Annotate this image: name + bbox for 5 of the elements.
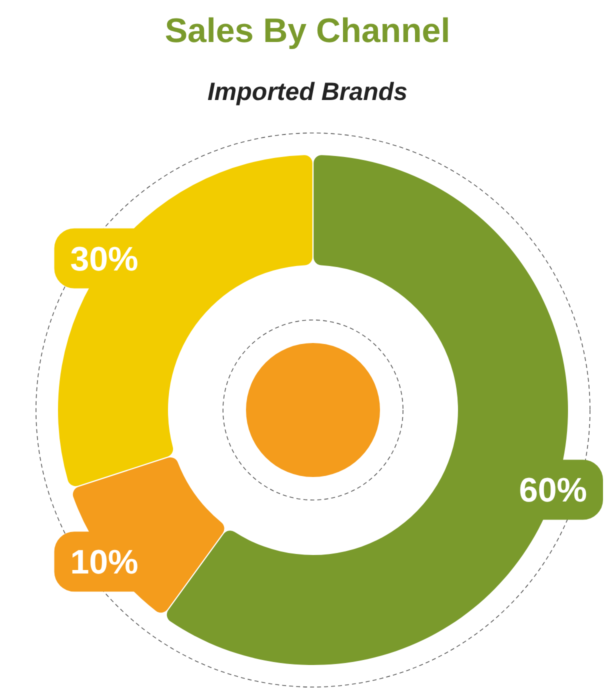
data-label: 30%: [70, 240, 138, 278]
data-label: 60%: [518, 472, 588, 510]
chart-subtitle: Imported Brands: [207, 78, 408, 106]
chart-title: Sales By Channel: [164, 12, 450, 50]
data-label: 10%: [70, 544, 138, 582]
